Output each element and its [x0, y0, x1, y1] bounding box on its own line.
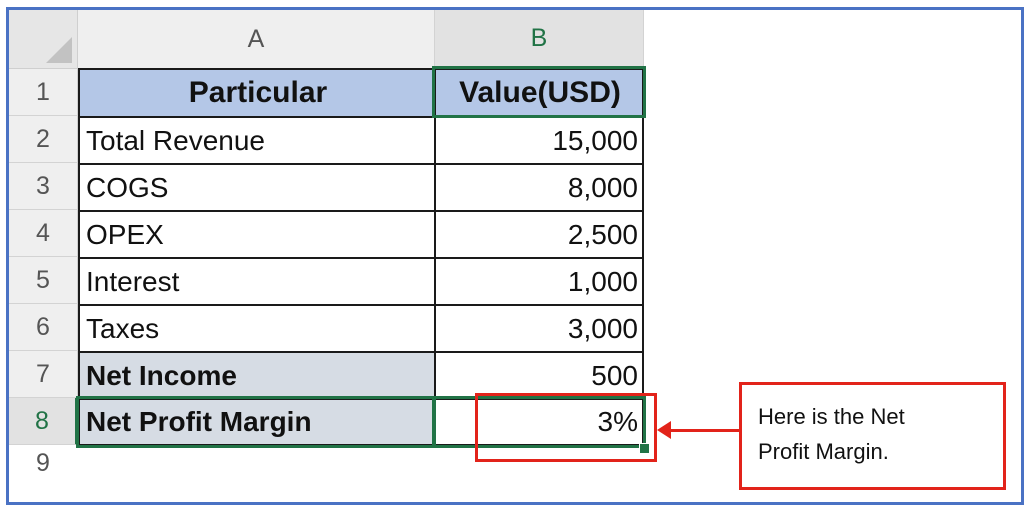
fill-handle[interactable]	[639, 443, 650, 454]
cell-b5[interactable]: 1,000	[434, 257, 644, 304]
cell-a6[interactable]: Taxes	[78, 304, 436, 351]
callout-arrow-line	[669, 429, 739, 432]
select-all-triangle-icon	[46, 37, 72, 63]
callout-line-2: Profit Margin.	[758, 439, 889, 464]
row-header-2[interactable]: 2	[9, 116, 78, 163]
row-header-1[interactable]: 1	[9, 69, 78, 116]
cell-b6[interactable]: 3,000	[434, 304, 644, 351]
row-header-6[interactable]: 6	[9, 304, 78, 351]
cell-b3[interactable]: 8,000	[434, 163, 644, 210]
row-header-8[interactable]: 8	[9, 398, 78, 445]
row-header-9[interactable]: 9	[36, 449, 50, 477]
cell-b1[interactable]: Value(USD)	[434, 68, 644, 116]
cell-a4[interactable]: OPEX	[78, 210, 436, 257]
cell-b7[interactable]: 500	[434, 351, 644, 398]
cell-a8[interactable]: Net Profit Margin	[78, 398, 436, 446]
select-all-corner[interactable]	[9, 10, 78, 69]
arrow-left-icon	[657, 421, 671, 439]
cell-a1[interactable]: Particular	[78, 68, 436, 116]
screenshot-frame: A B 1 2 3 4 5 6 7 8 9 Particular Value(U…	[6, 7, 1024, 505]
value-highlight-box	[475, 393, 657, 462]
cell-a2[interactable]: Total Revenue	[78, 116, 436, 163]
cell-a7[interactable]: Net Income	[78, 351, 436, 398]
cell-b2[interactable]: 15,000	[434, 116, 644, 163]
annotation-callout: Here is the Net Profit Margin.	[739, 382, 1006, 490]
row-header-4[interactable]: 4	[9, 210, 78, 257]
cell-a3[interactable]: COGS	[78, 163, 436, 210]
cell-a5[interactable]: Interest	[78, 257, 436, 304]
row-header-3[interactable]: 3	[9, 163, 78, 210]
row-header-7[interactable]: 7	[9, 351, 78, 398]
column-header-empty	[644, 10, 1021, 68]
row-header-5[interactable]: 5	[9, 257, 78, 304]
table-right-border	[642, 68, 644, 446]
column-header-a[interactable]: A	[78, 10, 435, 69]
cell-b4[interactable]: 2,500	[434, 210, 644, 257]
callout-line-1: Here is the Net	[758, 404, 905, 429]
column-header-b[interactable]: B	[435, 10, 644, 69]
